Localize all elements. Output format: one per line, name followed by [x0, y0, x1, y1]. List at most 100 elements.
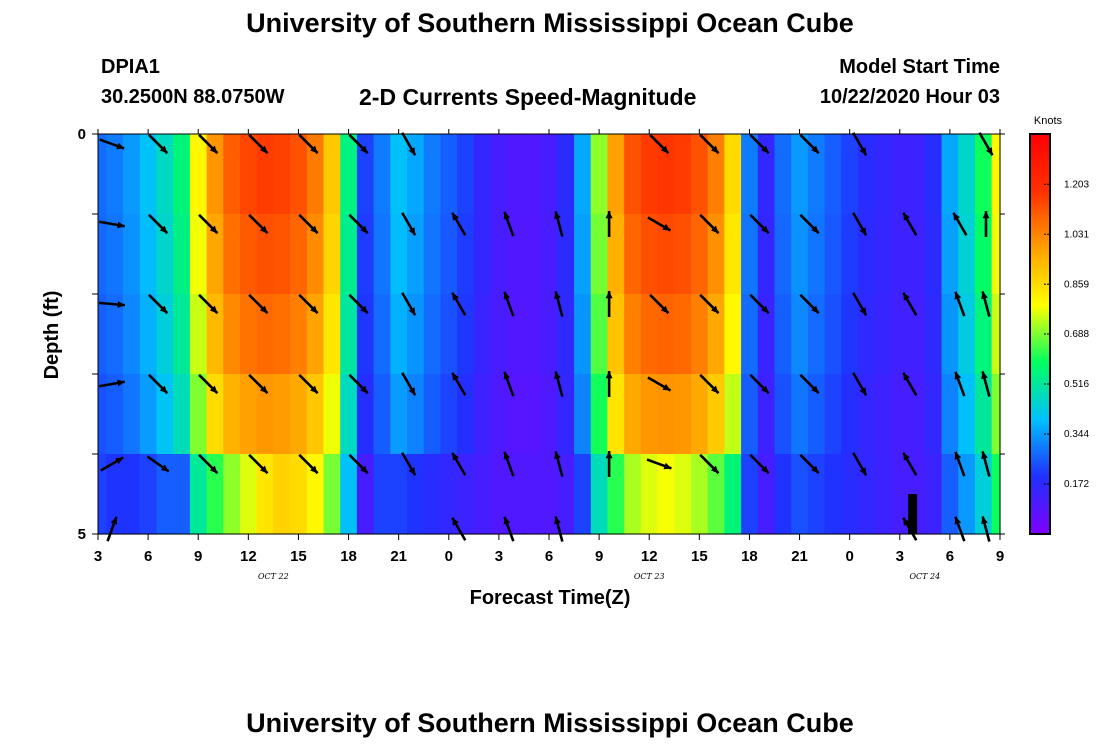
current-vector-arrow	[554, 211, 564, 237]
current-vector-arrow	[799, 293, 820, 315]
current-vector-arrow	[605, 451, 613, 477]
current-vector-arrow	[605, 371, 613, 397]
heatmap-cell	[841, 454, 859, 535]
heatmap-cell	[98, 134, 107, 215]
current-vector-arrow	[649, 293, 670, 315]
current-vector-arrow	[401, 132, 417, 156]
current-vector-arrow	[451, 452, 467, 476]
x-tick-label: 9	[194, 548, 202, 565]
heatmap-cell	[757, 374, 776, 455]
heatmap-cell	[824, 294, 842, 375]
current-vector-arrow	[248, 293, 269, 315]
heatmap-cell	[223, 214, 241, 295]
heatmap-cell	[640, 454, 659, 535]
heatmap-cell	[874, 374, 893, 455]
heatmap-cell	[423, 374, 442, 455]
heatmap-cell	[974, 374, 993, 455]
heatmap-cell	[440, 294, 458, 375]
heatmap-cell	[306, 454, 325, 535]
heatmap-cell	[98, 454, 107, 535]
current-vector-arrow	[554, 451, 564, 477]
heatmap-cell	[690, 374, 709, 455]
current-vector-arrow	[981, 451, 991, 477]
heatmap-cell	[123, 374, 141, 455]
heatmap-cell	[941, 294, 959, 375]
current-vector-arrow	[647, 216, 672, 232]
current-vector-arrow	[401, 212, 417, 236]
heatmap-cell	[807, 294, 826, 375]
current-vector-arrow	[451, 212, 467, 236]
current-vector-arrow	[649, 133, 670, 155]
heatmap-cell	[457, 214, 475, 295]
y-axis: 05	[78, 126, 1005, 543]
heatmap-cell	[891, 214, 909, 295]
current-vector-arrow	[451, 372, 467, 396]
heatmap-cell	[590, 134, 609, 215]
heatmap-cell	[173, 294, 191, 375]
heatmap-cell	[657, 294, 675, 375]
heatmap-cell	[874, 454, 893, 535]
heatmap-cell	[356, 294, 375, 375]
current-vector-arrow	[298, 293, 319, 315]
heatmap-cell	[791, 454, 809, 535]
heatmap-cell	[473, 374, 492, 455]
current-vector-arrow	[401, 292, 417, 316]
model-start-label: Model Start Time	[839, 56, 1000, 78]
colorbar-tick-label: 0.859	[1064, 279, 1089, 290]
current-vector-arrow	[699, 293, 720, 315]
heatmap-cell	[306, 134, 325, 215]
heatmap-cell	[824, 374, 842, 455]
heatmap-cell	[741, 134, 759, 215]
heatmap-cell	[239, 294, 258, 375]
date-label: OCT 22	[258, 572, 289, 581]
heatmap-cell	[256, 374, 274, 455]
heatmap-cell	[273, 134, 291, 215]
current-vector-arrow	[554, 291, 564, 317]
heatmap-cell	[206, 294, 224, 375]
colorbar-title: Knots	[1034, 115, 1063, 127]
x-tick-label: 9	[996, 548, 1004, 565]
heatmap-cell	[941, 374, 959, 455]
current-vector-arrow	[198, 133, 219, 155]
heatmap-cell	[891, 454, 909, 535]
heatmap-cell	[924, 134, 943, 215]
heatmap-cell	[607, 214, 625, 295]
heatmap-cell	[356, 454, 375, 535]
x-tick-label: 21	[791, 548, 808, 565]
heatmap-cell	[423, 294, 442, 375]
current-vector-arrow	[298, 133, 319, 155]
heatmap-cell	[791, 214, 809, 295]
heatmap-cell	[590, 214, 609, 295]
heatmap-cell	[407, 294, 425, 375]
heatmap-cell	[640, 134, 659, 215]
heatmap-cell	[974, 134, 993, 215]
current-vector-arrow	[298, 453, 319, 475]
heatmap-cell	[390, 214, 408, 295]
heatmap-cell	[290, 214, 308, 295]
heatmap-cell	[640, 374, 659, 455]
heatmap-cell	[858, 454, 876, 535]
heatmap-cell	[874, 294, 893, 375]
heatmap-cell	[974, 294, 993, 375]
heatmap-cell	[757, 134, 776, 215]
heatmap-cell	[239, 214, 258, 295]
heatmap-cell	[390, 294, 408, 375]
heatmap-cell	[924, 374, 943, 455]
heatmap-cell	[741, 454, 759, 535]
heatmap-cell	[407, 374, 425, 455]
current-vector-arrow	[749, 373, 770, 395]
heatmap-cell	[290, 454, 308, 535]
current-vector-arrow	[954, 451, 966, 477]
heatmap-cell	[156, 374, 174, 455]
heatmap-cell	[156, 134, 174, 215]
heatmap-cell	[991, 134, 1001, 215]
current-vector-arrow	[647, 376, 672, 392]
heatmap-cell	[590, 294, 609, 375]
heatmap-cell	[457, 134, 475, 215]
heatmap-cell	[858, 374, 876, 455]
heatmap-cell	[106, 294, 124, 375]
current-vector-arrow	[605, 211, 613, 237]
heatmap-cell	[523, 134, 542, 215]
heatmap-cell	[407, 214, 425, 295]
heatmap-cell	[540, 374, 558, 455]
